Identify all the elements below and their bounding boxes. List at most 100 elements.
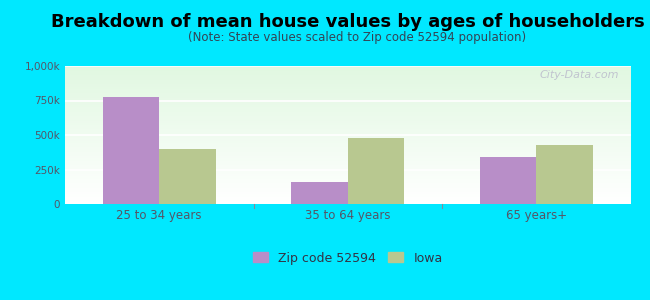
- Bar: [65, 86, 630, 87]
- Bar: [65, 78, 630, 79]
- Bar: [65, 141, 630, 142]
- Bar: [65, 197, 630, 198]
- Bar: [65, 151, 630, 152]
- Bar: [65, 107, 630, 108]
- Bar: [65, 138, 630, 139]
- Bar: [65, 160, 630, 161]
- Bar: [103, 97, 159, 204]
- Bar: [65, 135, 630, 136]
- Bar: [65, 87, 630, 88]
- Bar: [65, 168, 630, 169]
- Bar: [65, 149, 630, 150]
- Bar: [65, 105, 630, 106]
- Bar: [65, 177, 630, 178]
- Bar: [65, 83, 630, 84]
- Bar: [65, 150, 630, 151]
- Bar: [65, 162, 630, 163]
- Bar: [65, 203, 630, 204]
- Bar: [65, 163, 630, 164]
- Bar: [65, 118, 630, 119]
- Bar: [65, 102, 630, 103]
- Bar: [65, 75, 630, 76]
- Bar: [65, 190, 630, 191]
- Bar: [65, 90, 630, 91]
- Bar: [65, 77, 630, 78]
- Bar: [65, 142, 630, 143]
- Bar: [65, 183, 630, 184]
- Bar: [65, 201, 630, 202]
- Bar: [65, 124, 630, 125]
- Bar: [65, 81, 630, 82]
- Bar: [65, 106, 630, 107]
- Bar: [65, 165, 630, 166]
- Bar: [65, 182, 630, 183]
- Bar: [65, 196, 630, 197]
- Bar: [65, 169, 630, 170]
- Bar: [65, 153, 630, 154]
- Bar: [65, 136, 630, 137]
- Bar: [536, 145, 593, 204]
- Bar: [65, 112, 630, 113]
- Bar: [65, 167, 630, 168]
- Bar: [65, 134, 630, 135]
- Bar: [65, 187, 630, 188]
- Bar: [65, 129, 630, 130]
- Legend: Zip code 52594, Iowa: Zip code 52594, Iowa: [248, 247, 448, 269]
- Bar: [65, 72, 630, 73]
- Bar: [65, 157, 630, 158]
- Bar: [65, 198, 630, 199]
- Bar: [65, 123, 630, 124]
- Bar: [65, 144, 630, 145]
- Bar: [65, 104, 630, 105]
- Bar: [65, 97, 630, 98]
- Bar: [65, 96, 630, 97]
- Bar: [65, 154, 630, 155]
- Bar: [65, 181, 630, 182]
- Bar: [65, 176, 630, 177]
- Bar: [65, 164, 630, 165]
- Text: City-Data.com: City-Data.com: [540, 70, 619, 80]
- Bar: [65, 80, 630, 81]
- Bar: [65, 172, 630, 173]
- Bar: [65, 84, 630, 85]
- Bar: [348, 138, 404, 204]
- Bar: [65, 185, 630, 186]
- Bar: [65, 175, 630, 176]
- Bar: [65, 173, 630, 174]
- Bar: [65, 195, 630, 196]
- Bar: [65, 100, 630, 101]
- Bar: [65, 117, 630, 118]
- Bar: [65, 193, 630, 194]
- Bar: [65, 82, 630, 83]
- Bar: [65, 194, 630, 195]
- Bar: [65, 110, 630, 111]
- Bar: [65, 89, 630, 90]
- Bar: [65, 88, 630, 89]
- Bar: [65, 119, 630, 120]
- Bar: [65, 199, 630, 200]
- Bar: [65, 159, 630, 160]
- Bar: [65, 70, 630, 71]
- Bar: [65, 133, 630, 134]
- Bar: [65, 69, 630, 70]
- Bar: [65, 180, 630, 181]
- Text: (Note: State values scaled to Zip code 52594 population): (Note: State values scaled to Zip code 5…: [188, 32, 526, 44]
- Bar: [65, 66, 630, 67]
- Bar: [65, 121, 630, 122]
- Bar: [65, 140, 630, 141]
- Bar: [65, 116, 630, 117]
- Bar: [65, 158, 630, 159]
- Bar: [480, 158, 536, 204]
- Bar: [65, 71, 630, 72]
- Bar: [65, 130, 630, 131]
- Bar: [65, 114, 630, 115]
- Bar: [65, 152, 630, 153]
- Bar: [291, 182, 348, 204]
- Bar: [65, 184, 630, 185]
- Bar: [65, 125, 630, 126]
- Bar: [65, 202, 630, 203]
- Bar: [65, 189, 630, 190]
- Bar: [65, 93, 630, 94]
- Bar: [65, 95, 630, 96]
- Bar: [65, 126, 630, 127]
